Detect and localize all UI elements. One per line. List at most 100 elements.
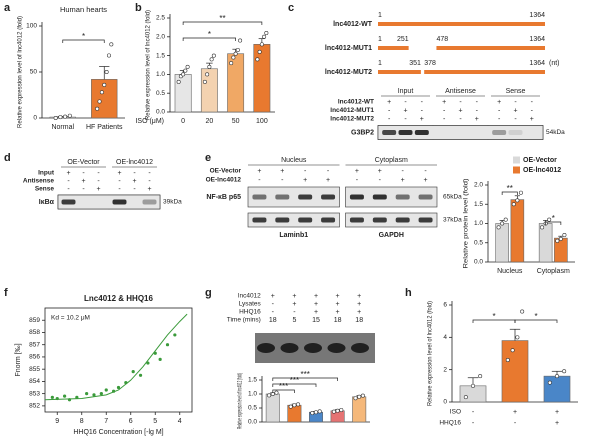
data-point (153, 351, 157, 355)
bar (501, 340, 529, 403)
gel-band (304, 343, 322, 353)
blot-band (298, 194, 313, 200)
position-label: 1 (378, 36, 382, 43)
y-tick-label: 858 (29, 329, 40, 336)
lane-sign: - (304, 168, 307, 175)
data-point (360, 393, 365, 398)
data-point (288, 404, 293, 409)
position-label: 1364 (529, 60, 545, 67)
row-label: lnc4012-MUT1 (330, 107, 374, 114)
blot-band (395, 217, 410, 223)
significance-bracket (272, 377, 338, 381)
lane-sign: + (378, 168, 382, 175)
x-tick-label: 0 (181, 118, 185, 125)
y-tick-label: 852 (29, 403, 40, 410)
data-point (547, 217, 552, 222)
unit-label: (nt) (549, 60, 560, 67)
blot-band (492, 130, 507, 135)
data-point (264, 31, 269, 36)
lane-sign: - (531, 107, 534, 114)
size-label: 37kDa (443, 217, 462, 224)
data-point (235, 47, 240, 52)
data-point (496, 225, 501, 230)
data-point (562, 233, 567, 238)
data-point (92, 393, 96, 397)
panel-letter: b (135, 2, 142, 14)
legend-label: OE-lnc4012 (523, 167, 561, 174)
lane-sign: + (420, 116, 424, 123)
y-tick-label: 1.0 (474, 220, 483, 227)
condition-sign: - (272, 301, 275, 308)
data-point (131, 370, 135, 374)
significance-bracket (501, 191, 518, 195)
blot-band (508, 130, 523, 135)
gel-band (327, 343, 346, 353)
condition-name: HHQ16 (439, 420, 461, 427)
data-point (510, 348, 515, 353)
row-label: lnc4012-MUT2 (330, 116, 374, 123)
construct-segment (378, 70, 421, 74)
construct-name: lnc4012-MUT1 (325, 45, 372, 52)
data-point (463, 395, 468, 400)
significance-bracket (514, 319, 558, 323)
significance-label: * (492, 312, 495, 321)
y-axis-label: Relative expression level of lnc4012 (fo… (237, 373, 244, 429)
panel-letter: f (4, 287, 8, 299)
data-point (63, 394, 67, 398)
x-tick-label: 7 (104, 418, 108, 425)
data-point (470, 383, 475, 388)
blot-band (418, 217, 433, 223)
position-label: 1364 (529, 12, 545, 19)
condition-sign: + (314, 309, 318, 316)
group-label: Cytoplasm (375, 157, 408, 164)
blot-band (349, 194, 364, 200)
y-tick-label: 2 (443, 366, 447, 373)
lane-sign: - (97, 170, 100, 177)
y-tick-label: 0.0 (156, 109, 165, 116)
condition-sign: + (357, 309, 361, 316)
data-point (339, 407, 344, 412)
data-point (97, 99, 102, 104)
lane-sign: + (530, 116, 534, 123)
group-label: Antisense (445, 88, 476, 95)
significance-bracket (182, 37, 236, 41)
data-point (185, 64, 190, 69)
condition-sign: - (293, 309, 296, 316)
y-tick-label: 859 (29, 317, 40, 324)
panel-letter: c (288, 2, 294, 14)
bar (495, 223, 509, 263)
x-tick-label: Nucleus (497, 268, 523, 275)
x-axis-label: Time (mins) (227, 317, 261, 324)
x-tick-label: 5 (153, 418, 157, 425)
blot-band (252, 194, 267, 200)
x-axis-label: HHQ16 Concentration [-lg M] (73, 429, 163, 436)
y-tick-label: 1.0 (156, 71, 165, 78)
lane-sign: - (258, 177, 261, 184)
lane-sign: + (442, 99, 446, 106)
blot-band (112, 199, 127, 205)
blot-band (252, 217, 267, 223)
data-point (515, 198, 520, 203)
bar (200, 68, 218, 113)
condition-sign: + (555, 409, 559, 416)
significance-label: *** (290, 376, 299, 385)
x-tick-label: HF Patients (86, 124, 123, 131)
y-tick-label: 0 (33, 115, 37, 122)
bar (265, 393, 280, 423)
data-point (229, 61, 234, 66)
x-tick-label: 18 (269, 317, 277, 324)
blot-band (275, 194, 290, 200)
panel-letter: g (205, 287, 212, 299)
x-tick-label: 18 (355, 317, 363, 324)
condition-sign: + (336, 293, 340, 300)
size-label: 54kDa (546, 129, 565, 136)
blot-band (321, 217, 336, 223)
condition-name: Lysates (239, 301, 262, 308)
data-point (238, 38, 243, 43)
x-tick-label: 8 (80, 418, 84, 425)
lane-sign: - (97, 178, 100, 185)
data-point (313, 410, 318, 415)
data-point (555, 238, 560, 243)
data-point (231, 55, 236, 60)
blot-band (382, 130, 397, 135)
